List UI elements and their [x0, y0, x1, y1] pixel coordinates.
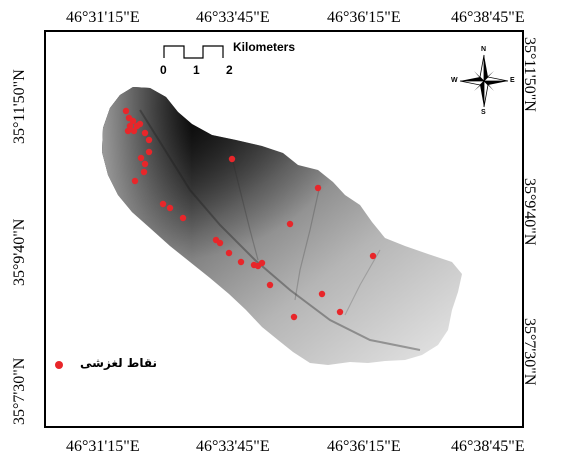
compass-e-label: E	[510, 77, 515, 84]
landslide-point	[258, 259, 266, 267]
landslide-point	[141, 129, 149, 137]
scale-unit-label: Kilometers	[233, 40, 296, 54]
compass-w-label: W	[451, 77, 458, 84]
landslide-point	[266, 281, 274, 289]
landslide-point	[179, 214, 187, 222]
landslide-point	[286, 220, 294, 228]
landslide-point	[124, 127, 132, 135]
watershed-relief	[102, 87, 462, 365]
landslide-point	[318, 290, 326, 298]
landslide-point	[145, 148, 153, 156]
top-longitude-label-3: 46°36'15"E	[327, 9, 401, 26]
scale-tick-0: 0	[160, 63, 167, 77]
landslide-point	[129, 117, 137, 125]
landslide-point	[237, 258, 245, 266]
bottom-longitude-label-1: 46°31'15"E	[66, 438, 140, 455]
landslide-point	[159, 200, 167, 208]
landslide-point	[369, 252, 377, 260]
landslide-point	[290, 313, 298, 321]
landslide-point	[136, 120, 144, 128]
scale-tick-2: 2	[226, 63, 233, 77]
landslide-point	[137, 154, 145, 162]
bottom-longitude-label-2: 46°33'45"E	[196, 438, 270, 455]
landslide-point	[216, 239, 224, 247]
top-longitude-label-2: 46°33'45"E	[196, 9, 270, 26]
landslide-point	[145, 136, 153, 144]
landslide-point	[314, 184, 322, 192]
landslide-point	[141, 160, 149, 168]
landslide-point	[225, 249, 233, 257]
landslide-point	[336, 308, 344, 316]
landslide-point	[228, 155, 236, 163]
bottom-longitude-label-3: 46°36'15"E	[327, 438, 401, 455]
landslide-point	[131, 177, 139, 185]
compass-s-label: S	[481, 109, 486, 116]
landslide-point	[140, 168, 148, 176]
legend-point-icon	[55, 361, 63, 369]
landslide-point	[126, 122, 134, 130]
bottom-longitude-label-4: 46°38'45"E	[451, 438, 525, 455]
legend-label: نقاط لغزشی	[80, 356, 157, 370]
top-longitude-label-4: 46°38'45"E	[451, 9, 525, 26]
top-longitude-label-1: 46°31'15"E	[66, 9, 140, 26]
scale-bar	[163, 45, 224, 59]
landslide-points	[122, 107, 377, 321]
landslide-point	[166, 204, 174, 212]
compass-rose-icon	[459, 54, 509, 108]
scale-tick-1: 1	[193, 63, 200, 77]
landslide-point	[130, 127, 138, 135]
landslide-point	[122, 107, 130, 115]
compass-n-label: N	[481, 46, 487, 53]
